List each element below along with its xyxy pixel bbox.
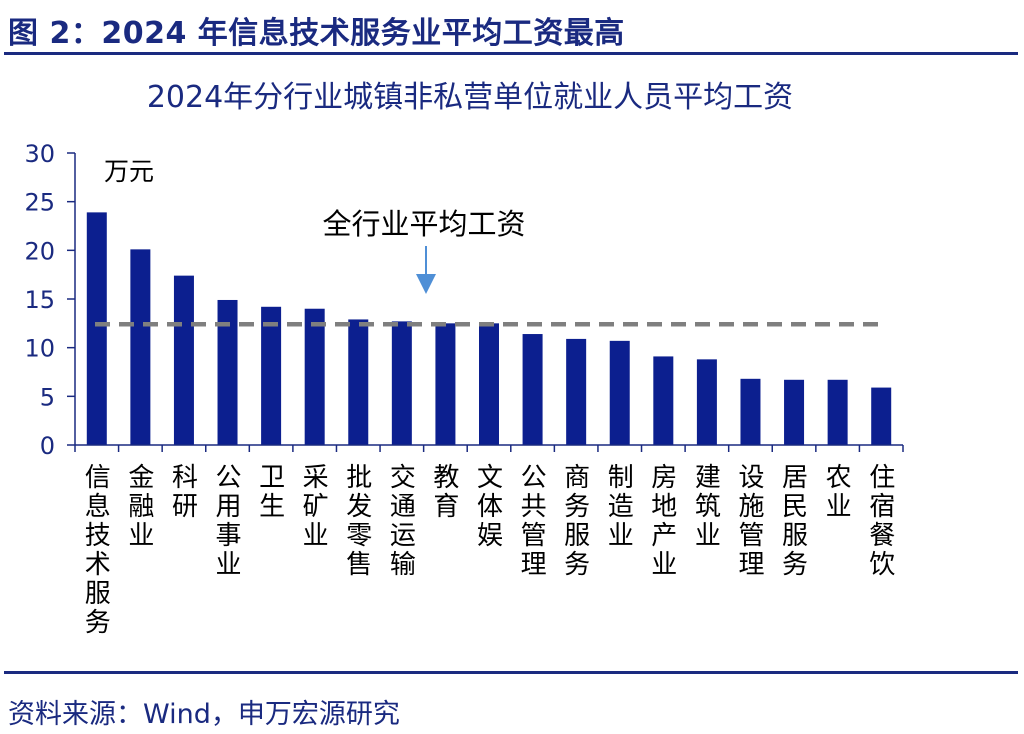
arrow-down-icon xyxy=(416,274,436,294)
title-divider xyxy=(4,52,1018,55)
category-label: 科研 xyxy=(172,463,198,522)
source-note: 资料来源：Wind，申万宏源研究 xyxy=(8,699,400,730)
bar xyxy=(784,379,805,445)
axes xyxy=(74,153,904,452)
y-tick-label: 25 xyxy=(24,189,55,217)
bar xyxy=(696,359,717,445)
bar xyxy=(871,387,892,445)
bar xyxy=(130,249,151,445)
category-label: 房地产业 xyxy=(651,463,677,580)
bar xyxy=(304,308,325,445)
bar xyxy=(653,356,674,445)
category-label: 文体娱 xyxy=(477,463,503,551)
bar xyxy=(86,212,107,445)
y-tick-label: 15 xyxy=(24,286,55,314)
bar xyxy=(479,323,499,445)
category-label: 制造业 xyxy=(608,463,634,551)
unit-label: 万元 xyxy=(104,157,154,186)
figure-title: 图 2：2024 年信息技术服务业平均工资最高 xyxy=(8,16,625,51)
footer-divider xyxy=(4,671,1018,674)
category-label: 交通运输 xyxy=(390,463,416,580)
y-axis-ticks: 0 5 10 15 20 25 30 xyxy=(24,140,75,460)
category-label: 信息技术服务 xyxy=(85,463,111,638)
category-label: 设施管理 xyxy=(738,463,764,580)
category-label: 农业 xyxy=(826,463,852,522)
average-line-group: 全行业平均工资 xyxy=(95,207,880,327)
bar xyxy=(522,334,543,445)
bar xyxy=(173,275,194,445)
bar xyxy=(566,338,587,445)
category-label: 建筑业 xyxy=(695,463,721,551)
y-tick-label: 5 xyxy=(40,383,55,411)
category-label: 采矿业 xyxy=(303,463,329,551)
bar xyxy=(609,340,630,445)
bars xyxy=(86,212,892,445)
category-label: 住宿餐饮 xyxy=(869,463,895,580)
category-label: 卫生 xyxy=(259,463,285,522)
x-axis-categories: 信息技术服务金融业科研公用事业卫生采矿业批发零售交通运输教育文体娱公共管理商务服… xyxy=(85,463,895,638)
category-label: 商务服务 xyxy=(564,463,590,580)
category-label: 居民服务 xyxy=(782,463,808,580)
category-label: 教育 xyxy=(433,463,459,522)
category-label: 公共管理 xyxy=(521,463,547,580)
bar xyxy=(827,379,848,445)
bar xyxy=(261,306,282,445)
average-line-label: 全行业平均工资 xyxy=(322,207,525,241)
chart-title: 2024年分行业城镇非私营单位就业人员平均工资 xyxy=(147,80,793,115)
y-tick-label: 30 xyxy=(24,140,55,168)
y-tick-label: 0 xyxy=(40,432,55,460)
category-label: 金融业 xyxy=(128,463,154,551)
y-tick-label: 10 xyxy=(24,335,55,363)
bar xyxy=(217,299,238,445)
category-label: 公用事业 xyxy=(216,463,242,580)
bar xyxy=(435,323,456,445)
y-tick-label: 20 xyxy=(24,237,55,265)
bar xyxy=(740,378,761,445)
category-label: 批发零售 xyxy=(346,463,372,580)
bar xyxy=(391,321,412,445)
bar xyxy=(348,319,369,445)
